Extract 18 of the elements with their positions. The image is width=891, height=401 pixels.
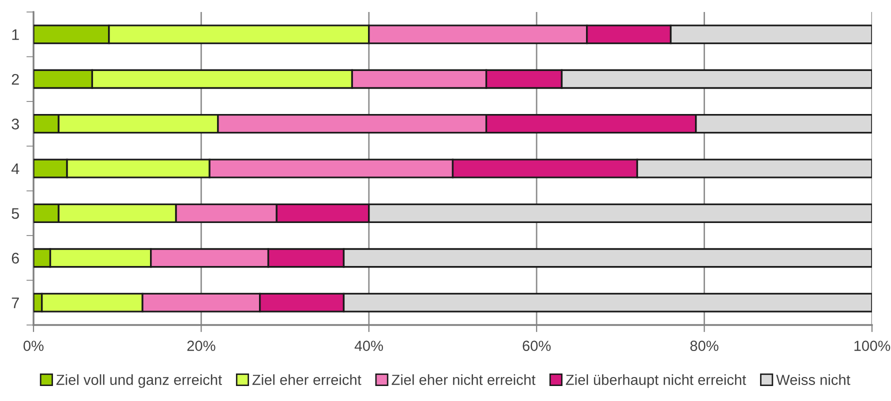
y-tick-label: 7: [12, 298, 19, 308]
y-tick-label: 5: [12, 208, 19, 219]
y-tick-label: 2: [12, 74, 19, 85]
legend-label: Ziel überhaupt nicht erreicht: [566, 374, 746, 388]
x-tick-label: 0%: [24, 340, 44, 351]
x-tick-label: 100%: [854, 340, 890, 351]
legend-label: Ziel eher nicht erreicht: [392, 374, 536, 385]
legend-label: Ziel voll und ganz erreicht: [56, 374, 222, 388]
x-tick-label: 80%: [690, 340, 718, 351]
y-tick-label: 6: [12, 252, 19, 264]
y-tick-label: 1: [12, 29, 19, 40]
legend-label: Ziel eher erreicht: [252, 374, 362, 385]
x-tick-label: 20%: [187, 340, 216, 351]
legend-label: Weiss nicht: [776, 374, 850, 385]
x-tick-label: 40%: [354, 340, 383, 351]
y-tick-label: 3: [12, 118, 19, 130]
x-tick-label: 60%: [522, 340, 551, 351]
y-tick-label: 4: [11, 164, 20, 174]
